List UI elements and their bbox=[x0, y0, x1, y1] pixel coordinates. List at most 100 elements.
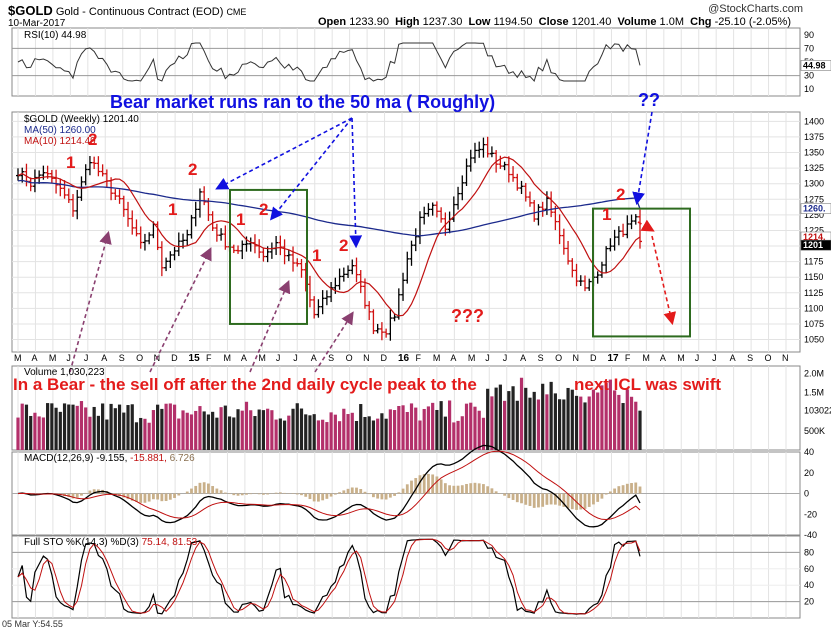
volume-bar bbox=[342, 408, 346, 450]
volume-tick-label: 1.5M bbox=[804, 388, 824, 398]
volume-bar bbox=[515, 400, 519, 450]
cycle-label: 1 bbox=[312, 246, 322, 265]
volume-bar bbox=[316, 420, 321, 450]
volume-bar bbox=[160, 408, 164, 450]
macd-hist-bar bbox=[638, 486, 642, 494]
x-tick-label: A bbox=[241, 353, 247, 363]
volume-bar bbox=[426, 406, 431, 450]
macd-hist-bar bbox=[164, 493, 168, 502]
volume-bar bbox=[58, 411, 62, 450]
low-label: Low bbox=[468, 16, 491, 28]
volume-bar bbox=[109, 403, 113, 450]
macd-line bbox=[17, 444, 641, 528]
close-tag-text: 1201 bbox=[803, 240, 823, 250]
ma50-label: MA(50) 1260.00 bbox=[24, 125, 96, 136]
macd-hist-bar bbox=[524, 493, 528, 505]
macd-hist-bar bbox=[143, 493, 147, 503]
brand-logo: @StockCharts.com bbox=[708, 3, 803, 15]
x-tick-label: A bbox=[660, 353, 666, 363]
volume-bar bbox=[189, 414, 194, 450]
volume-bar bbox=[498, 384, 502, 450]
volume-bar bbox=[282, 420, 287, 450]
macd-hist-bar bbox=[541, 493, 545, 507]
macd-hist-bar bbox=[160, 493, 164, 502]
volume-bar bbox=[308, 415, 312, 450]
volume-bar bbox=[354, 420, 359, 450]
volume-bar bbox=[625, 389, 629, 450]
volume-bar bbox=[380, 413, 384, 450]
volume-bar bbox=[452, 422, 456, 450]
price-tick-label: 1150 bbox=[804, 272, 823, 282]
price-tick-label: 1300 bbox=[804, 179, 824, 189]
volume-bar bbox=[130, 404, 134, 450]
cycle-label: 1 bbox=[66, 153, 76, 172]
volume-bar bbox=[604, 382, 608, 450]
macd-hist-bar bbox=[596, 493, 600, 502]
cycle-box bbox=[592, 207, 691, 338]
price-tick-label: 1400 bbox=[804, 116, 824, 126]
bottom-annotation-a: In a Bear - the sell off after the 2nd d… bbox=[13, 375, 477, 394]
cycle-label: 1 bbox=[602, 205, 612, 224]
macd-hist-bar bbox=[427, 473, 430, 494]
volume-bar bbox=[67, 404, 71, 450]
x-tick-label: O bbox=[555, 353, 562, 363]
volume-bar bbox=[634, 401, 638, 450]
x-tick-label: N bbox=[363, 353, 370, 363]
macd-hist-bar bbox=[207, 483, 210, 494]
macd-hist-bar bbox=[84, 492, 88, 494]
volume-bar bbox=[562, 399, 566, 450]
x-tick-label: O bbox=[136, 353, 143, 363]
macd-hist-bar bbox=[367, 493, 371, 495]
volume-bar bbox=[447, 400, 452, 450]
macd-hist-bar bbox=[223, 492, 227, 494]
macd-hist-bar bbox=[240, 493, 244, 496]
macd-hist-bar bbox=[625, 483, 629, 494]
bottom-annotation-b: next ICL was swift bbox=[574, 375, 722, 394]
x-tick-label: M bbox=[433, 353, 441, 363]
rsi-tag bbox=[800, 60, 831, 71]
macd-hist-bar bbox=[295, 493, 299, 495]
macd-hist-bar bbox=[198, 482, 202, 494]
volume-bar bbox=[464, 403, 469, 450]
volume-bar bbox=[536, 399, 541, 450]
volume-bar bbox=[613, 390, 617, 450]
panel-rsi-frame bbox=[11, 27, 801, 97]
volume-bar bbox=[96, 415, 100, 450]
macd-hist-bar bbox=[177, 493, 181, 496]
ma10-tag-text: 1214. bbox=[803, 232, 826, 242]
volume-bar bbox=[570, 389, 574, 450]
macd-hist-bar bbox=[600, 493, 604, 499]
symbol-label: $GOLD bbox=[8, 3, 53, 18]
volume-bar bbox=[223, 405, 227, 450]
volume-tick-label: 1030223 bbox=[804, 406, 831, 416]
volume-bar bbox=[62, 403, 67, 450]
macd-hist-bar bbox=[482, 484, 485, 494]
volume-bar bbox=[397, 406, 401, 450]
macd-hist-bar bbox=[355, 487, 358, 494]
price-label: $GOLD (Weekly) 1201.40 bbox=[24, 114, 139, 125]
x-tick-label: J bbox=[293, 353, 298, 363]
macd-hist-bar bbox=[634, 482, 638, 494]
macd-hist-bar bbox=[147, 493, 151, 502]
sto-label: Full STO %K(14,3) %D(3) 75.14, 81.53 bbox=[24, 537, 197, 548]
ma50-tag bbox=[800, 203, 831, 214]
chg-value: -25.10 (-2.05%) bbox=[714, 16, 792, 28]
volume-bar bbox=[287, 415, 291, 450]
blue-arrow bbox=[270, 117, 353, 221]
volume-bar bbox=[528, 397, 532, 450]
macd-hist-bar bbox=[473, 482, 477, 494]
volume-bar bbox=[172, 404, 177, 450]
macd-hist-bar bbox=[456, 485, 460, 494]
volume-bar bbox=[312, 414, 316, 450]
x-tick-label: M bbox=[49, 353, 57, 363]
volume-bar bbox=[88, 416, 92, 450]
volume-bar bbox=[321, 419, 325, 450]
macd-hist-bar bbox=[215, 488, 219, 494]
x-tick-label: J bbox=[695, 353, 700, 363]
macd-hist-bar bbox=[228, 493, 231, 495]
rsi-tick-label: 30 bbox=[804, 71, 814, 81]
x-tick-label: 17 bbox=[607, 353, 619, 364]
volume-bar bbox=[257, 409, 261, 450]
macd-hist-bar bbox=[135, 493, 138, 502]
macd-hist-bar bbox=[562, 493, 566, 507]
